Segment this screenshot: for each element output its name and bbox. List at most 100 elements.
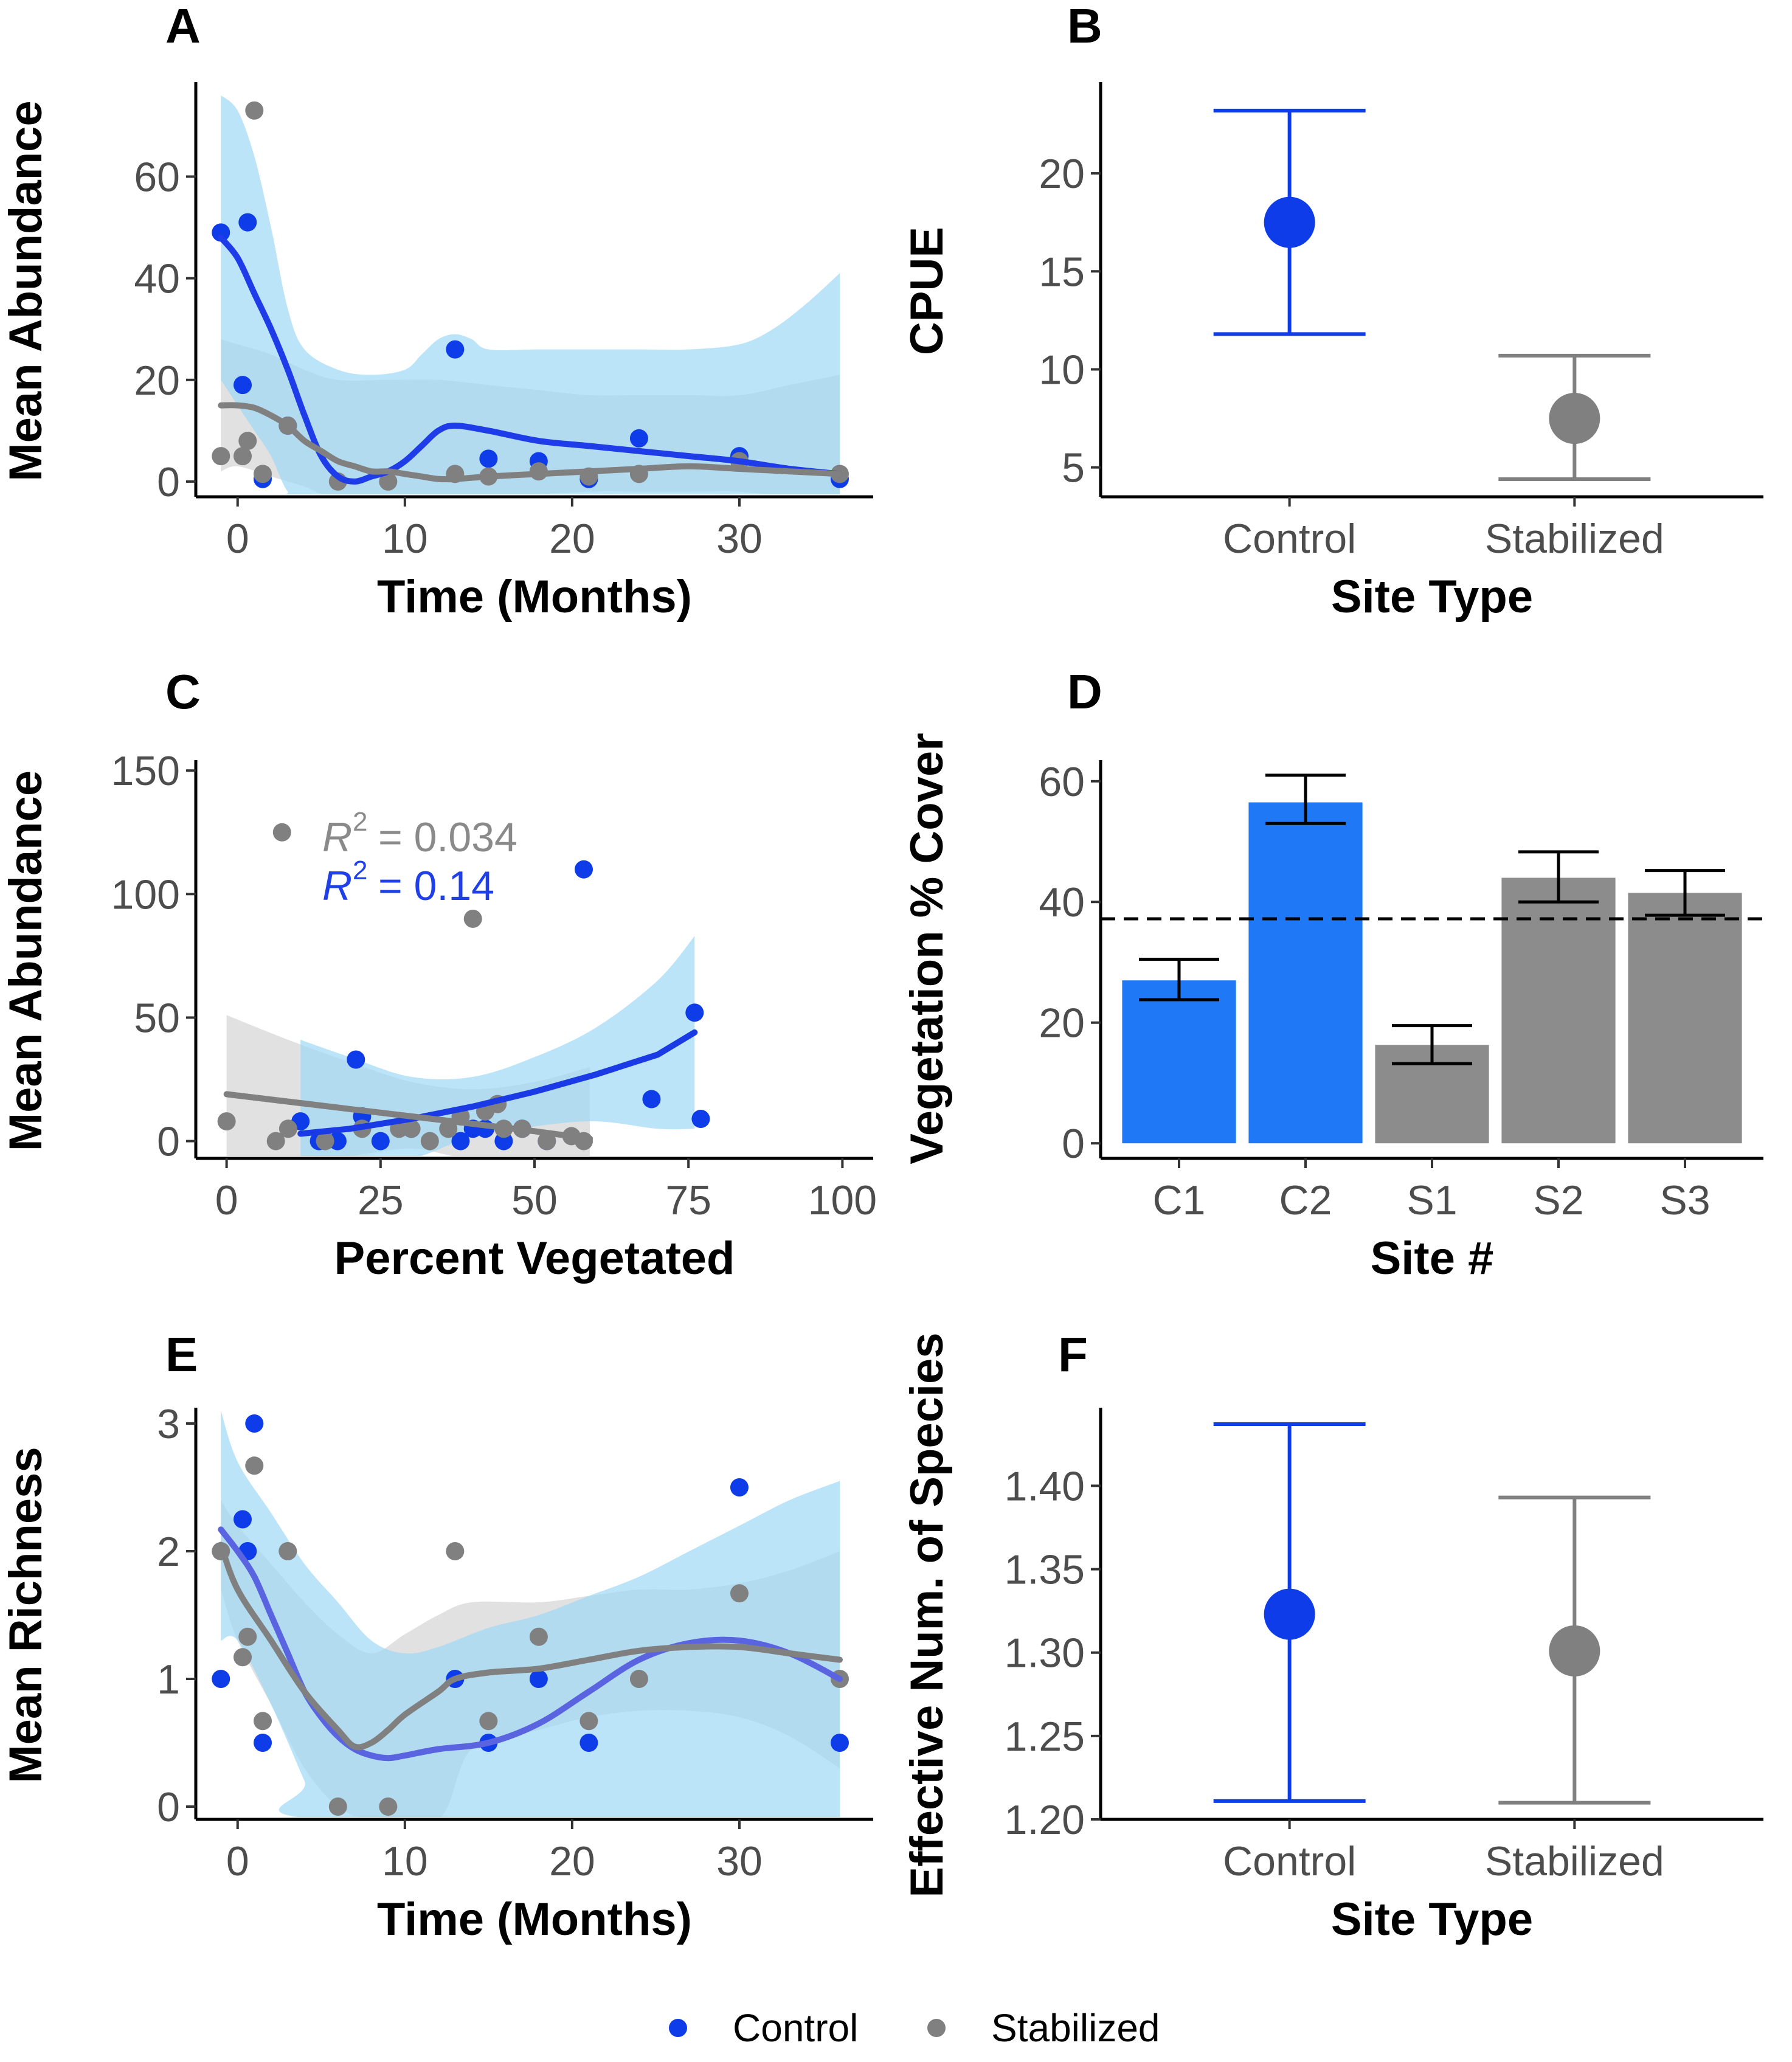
x-tick-label: 50 <box>511 1177 558 1223</box>
x-tick-label: 30 <box>716 516 763 562</box>
fit-line-stabilized <box>223 1091 593 1142</box>
data-point-control <box>254 1734 272 1752</box>
r-variable: R <box>322 814 352 860</box>
y-tick-label: 1 <box>157 1656 180 1703</box>
y-tick-label: 20 <box>1039 151 1085 197</box>
data-point-stabilized <box>379 472 398 491</box>
bar-c1 <box>1122 980 1236 1144</box>
data-point-control <box>212 1670 230 1688</box>
panel-label: B <box>1067 0 1102 53</box>
y-tick-label: 0 <box>157 1784 180 1830</box>
data-point-stabilized <box>463 909 482 928</box>
data-point-stabilized <box>234 447 252 466</box>
y-tick-label: 150 <box>111 748 180 794</box>
x-tick-label: 20 <box>549 1838 595 1884</box>
data-point-control <box>234 376 252 395</box>
legend-swatch-stabilized <box>927 2019 946 2037</box>
y-tick-label: 40 <box>134 256 180 302</box>
y-tick-label: 100 <box>111 871 180 918</box>
y-tick-label: 3 <box>157 1401 180 1447</box>
data-point-stabilized <box>212 447 230 466</box>
y-tick-label: 10 <box>1039 347 1085 393</box>
x-axis-title: Percent Vegetated <box>334 1233 735 1284</box>
data-point-stabilized <box>217 1112 236 1131</box>
r-superscript: 2 <box>353 807 367 837</box>
x-tick-label: Control <box>1223 516 1356 562</box>
panel-label: A <box>165 0 201 53</box>
x-tick-label: Control <box>1223 1838 1356 1884</box>
x-axis-title: Site Type <box>1331 571 1533 623</box>
mean-point-stabilized <box>1549 393 1600 445</box>
y-axis-title: Mean Abundance <box>0 770 52 1151</box>
y-tick-label: 5 <box>1062 445 1085 491</box>
data-point-control <box>685 1003 704 1022</box>
x-tick-label: 25 <box>358 1177 404 1223</box>
fit-line-control <box>297 1029 698 1137</box>
y-tick-label: 50 <box>134 995 180 1041</box>
x-tick-label: S2 <box>1533 1177 1583 1223</box>
data-point-stabilized <box>446 1542 465 1560</box>
confidence-band-control <box>221 1411 840 1817</box>
fit-line-control <box>218 234 843 485</box>
y-tick-label: 1.20 <box>1005 1797 1085 1843</box>
bar-c2 <box>1248 802 1363 1144</box>
x-tick-label: 0 <box>226 516 249 562</box>
data-point-stabilized <box>278 1542 297 1560</box>
confidence-band-control <box>300 936 695 1156</box>
fit-line-stabilized <box>218 402 843 483</box>
x-tick-label: 0 <box>215 1177 238 1223</box>
legend: Control Stabilized <box>669 2006 1160 2050</box>
y-tick-label: 1.30 <box>1005 1630 1085 1676</box>
fit-line-stabilized <box>218 1541 843 1751</box>
r-superscript: 2 <box>353 856 367 885</box>
data-point-stabilized <box>272 823 291 842</box>
y-tick-label: 60 <box>134 154 180 200</box>
data-point-control <box>629 429 648 448</box>
y-tick-label: 0 <box>1062 1121 1085 1167</box>
x-tick-label: 100 <box>808 1177 877 1223</box>
r-squared-annotation-stabilized: R 2 = 0.034 <box>322 807 517 860</box>
y-tick-label: 20 <box>134 358 180 404</box>
x-tick-label: 10 <box>382 1838 428 1884</box>
legend-item-stabilized: Stabilized <box>927 2006 1160 2050</box>
y-axis-title: Vegetation % Cover <box>901 733 953 1164</box>
mean-point-control <box>1264 196 1315 248</box>
x-axis-title: Site # <box>1371 1233 1494 1284</box>
y-tick-label: 0 <box>157 1119 180 1165</box>
data-point-control <box>575 860 593 879</box>
mean-point-stabilized <box>1549 1625 1600 1676</box>
r-squared-value: = 0.14 <box>378 863 494 909</box>
r-squared-value: = 0.034 <box>378 814 517 860</box>
x-tick-label: 75 <box>665 1177 711 1223</box>
data-point-stabilized <box>730 1584 749 1603</box>
y-axis-title: Mean Abundance <box>0 100 52 481</box>
data-point-control <box>347 1050 365 1069</box>
data-point-stabilized <box>245 1456 264 1475</box>
bar-s2 <box>1501 877 1616 1144</box>
data-point-stabilized <box>379 1797 398 1816</box>
x-tick-label: C2 <box>1279 1177 1332 1223</box>
data-point-stabilized <box>266 1132 285 1150</box>
x-tick-label: S1 <box>1406 1177 1457 1223</box>
data-point-control <box>529 1670 548 1688</box>
panel-label: F <box>1058 1327 1088 1382</box>
y-tick-label: 60 <box>1039 759 1085 805</box>
data-point-control <box>245 1414 264 1433</box>
data-point-stabilized <box>254 1712 272 1731</box>
data-point-control <box>446 340 465 359</box>
x-axis-title: Site Type <box>1331 1894 1533 1945</box>
panel-label: E <box>165 1327 198 1382</box>
y-tick-label: 20 <box>1039 1000 1085 1047</box>
x-tick-label: Stabilized <box>1485 516 1664 562</box>
data-point-control <box>642 1090 661 1109</box>
y-tick-label: 1.35 <box>1005 1547 1085 1593</box>
legend-label: Stabilized <box>991 2006 1160 2050</box>
data-point-control <box>691 1110 710 1128</box>
mean-point-control <box>1264 1588 1315 1640</box>
r-squared-annotation-control: R 2 = 0.14 <box>322 856 494 909</box>
y-tick-label: 15 <box>1039 249 1085 295</box>
data-point-stabilized <box>479 1712 498 1731</box>
legend-swatch-control <box>669 2019 687 2037</box>
